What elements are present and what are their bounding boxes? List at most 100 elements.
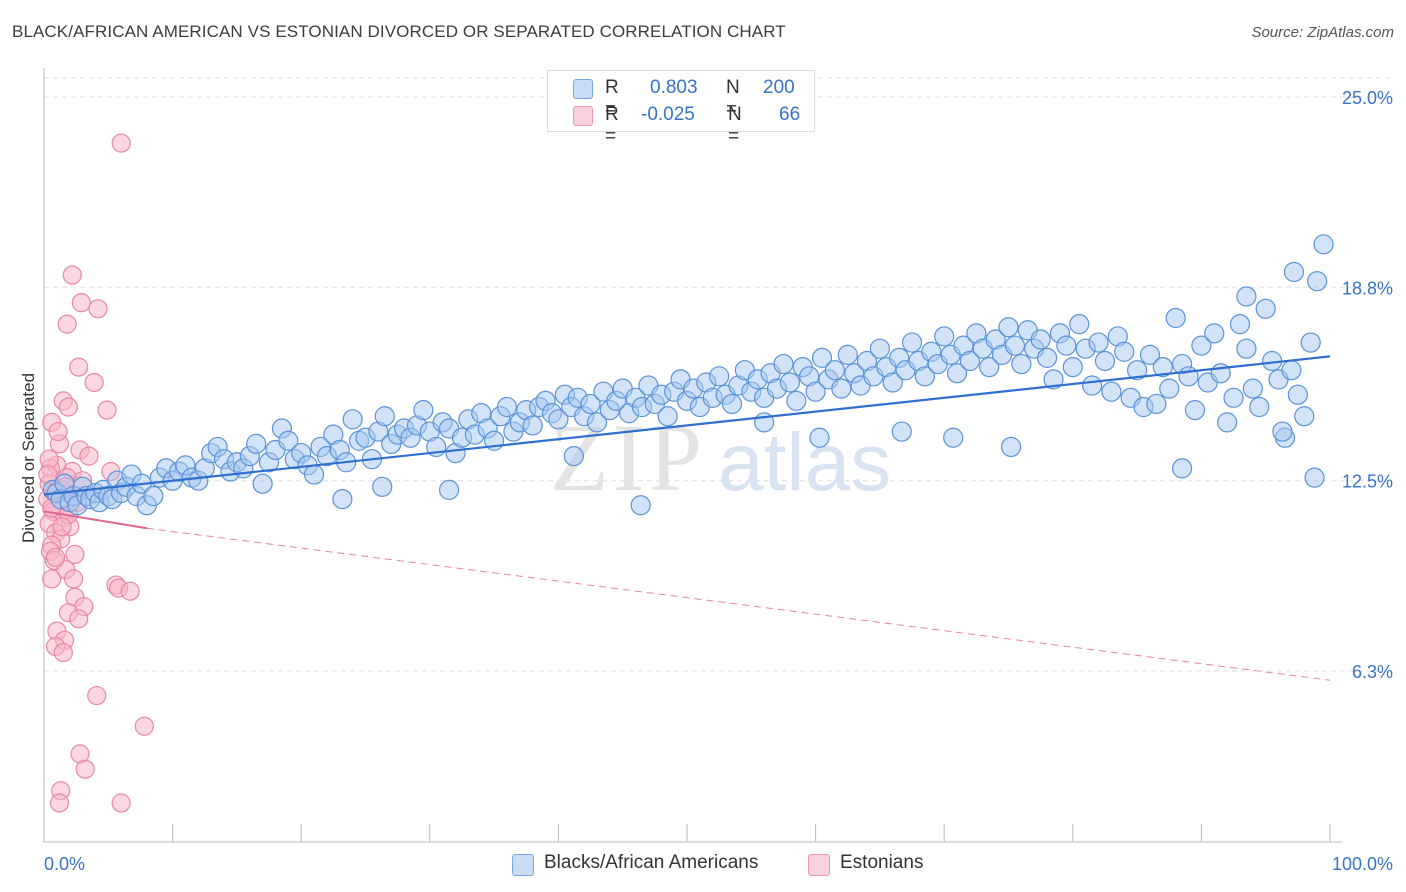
estonian-point bbox=[57, 314, 77, 334]
y-tick-label: 18.8% bbox=[1342, 278, 1393, 298]
black-african-american-point bbox=[1000, 436, 1022, 458]
black-african-american-point bbox=[979, 357, 1000, 378]
black-african-american-point bbox=[1229, 314, 1251, 335]
black-african-american-point bbox=[1011, 353, 1032, 375]
black-african-american-point bbox=[303, 464, 325, 485]
black-african-american-point bbox=[342, 409, 363, 430]
estonian-point bbox=[134, 716, 154, 736]
black-african-american-point bbox=[1004, 335, 1026, 356]
estonian-point bbox=[79, 446, 99, 466]
black-african-american-point bbox=[1236, 286, 1257, 307]
estonian-point bbox=[84, 372, 104, 393]
estonian-point bbox=[71, 293, 91, 313]
black-african-american-point bbox=[586, 412, 608, 433]
black-african-american-point bbox=[1152, 357, 1173, 378]
black-african-american-point bbox=[246, 433, 267, 454]
black-african-american-point bbox=[374, 406, 395, 427]
estonian-point bbox=[63, 569, 84, 589]
black-african-american-point bbox=[1172, 458, 1193, 479]
black-african-american-point bbox=[824, 360, 845, 381]
estonian-point bbox=[111, 133, 131, 153]
black-african-american-point bbox=[1069, 314, 1090, 335]
black-african-american-point bbox=[252, 473, 273, 494]
black-african-american-point bbox=[1139, 344, 1161, 365]
black-african-american-point bbox=[1159, 378, 1180, 399]
x-tick-label: 0.0% bbox=[44, 854, 85, 874]
black-african-american-point bbox=[882, 372, 903, 393]
black-african-american-point bbox=[1146, 393, 1167, 415]
estonian-point bbox=[75, 759, 95, 779]
black-african-american-point bbox=[709, 366, 730, 387]
black-african-american-point bbox=[1126, 360, 1148, 381]
black-african-american-point bbox=[811, 347, 833, 369]
black-african-american-point bbox=[786, 390, 807, 411]
black-african-american-point bbox=[1307, 271, 1328, 292]
black-african-american-point bbox=[1249, 396, 1270, 418]
pink-trend-line-dashed bbox=[146, 527, 1331, 681]
estonian-point bbox=[120, 581, 140, 601]
black-african-american-point bbox=[959, 350, 981, 372]
y-tick-label: 12.5% bbox=[1342, 472, 1393, 492]
black-african-american-point bbox=[1272, 421, 1293, 442]
legend-n-label: N = bbox=[728, 104, 742, 147]
estonian-point bbox=[69, 357, 89, 377]
legend-r-value: 0.803 bbox=[650, 77, 698, 98]
estonian-point bbox=[62, 265, 82, 285]
legend-n-label: N = bbox=[726, 77, 740, 120]
black-african-american-point bbox=[934, 326, 955, 347]
black-african-american-point bbox=[438, 479, 460, 500]
black-african-american-point bbox=[1300, 332, 1321, 353]
black-african-american-point bbox=[901, 332, 923, 353]
black-african-american-point bbox=[1191, 335, 1212, 356]
estonian-point bbox=[42, 569, 62, 589]
blue-trend-line bbox=[43, 355, 1331, 496]
black-african-american-point bbox=[1088, 332, 1109, 353]
black-african-american-point bbox=[1184, 399, 1206, 421]
black-african-american-point bbox=[1217, 412, 1238, 433]
black-african-american-point bbox=[1294, 406, 1315, 427]
black-african-american-point bbox=[1223, 387, 1244, 408]
estonian-point bbox=[53, 642, 73, 663]
legend-n-value: 66 bbox=[779, 104, 801, 125]
legend-swatch-blue bbox=[573, 79, 593, 99]
trend-layer bbox=[43, 355, 1331, 681]
black-african-american-point bbox=[805, 381, 826, 402]
estonian-point bbox=[87, 685, 107, 706]
legend-n-value: 200 bbox=[763, 77, 795, 98]
black-african-american-point bbox=[1178, 366, 1199, 387]
estonian-point bbox=[52, 517, 72, 537]
black-african-american-point bbox=[1036, 347, 1058, 369]
y-axis-title: Divorced or Separated bbox=[19, 373, 38, 543]
pink-trend-line-solid bbox=[43, 510, 148, 530]
label-layer: 25.0% 18.8% 12.5% 6.3% 0.0% 100.0% Divorced or… bbox=[19, 88, 1393, 874]
black-african-american-point bbox=[548, 409, 569, 430]
bottom-swatch-blue bbox=[512, 854, 534, 876]
bottom-legend-label: Blacks/African Americans bbox=[544, 852, 759, 873]
estonian-point bbox=[69, 609, 89, 629]
chart-source: Source: ZipAtlas.com bbox=[1251, 24, 1394, 41]
black-african-american-point bbox=[372, 476, 393, 497]
black-african-american-point bbox=[809, 427, 830, 448]
black-african-american-point bbox=[1081, 375, 1103, 396]
legend-r-label: R = bbox=[605, 77, 619, 120]
black-african-american-points bbox=[42, 234, 1334, 516]
black-african-american-point bbox=[630, 495, 651, 516]
black-african-american-point bbox=[1236, 338, 1257, 359]
estonian-point bbox=[49, 793, 70, 813]
black-african-american-point bbox=[1030, 329, 1051, 350]
bottom-swatch-pink bbox=[808, 854, 830, 876]
legend-r-label: R = bbox=[605, 104, 619, 147]
black-african-american-point bbox=[1287, 384, 1308, 405]
black-african-american-point bbox=[1094, 350, 1116, 372]
legend-swatch-pink bbox=[573, 106, 593, 126]
bottom-legend-label: Estonians bbox=[840, 852, 924, 873]
black-african-american-point bbox=[1062, 357, 1083, 378]
estonian-point bbox=[65, 544, 85, 564]
black-african-american-point bbox=[563, 446, 584, 467]
black-african-american-point bbox=[522, 415, 543, 436]
black-african-american-point bbox=[143, 485, 164, 507]
y-tick-label: 6.3% bbox=[1352, 662, 1393, 682]
black-african-american-point bbox=[1313, 234, 1334, 255]
black-african-american-point bbox=[946, 363, 968, 384]
